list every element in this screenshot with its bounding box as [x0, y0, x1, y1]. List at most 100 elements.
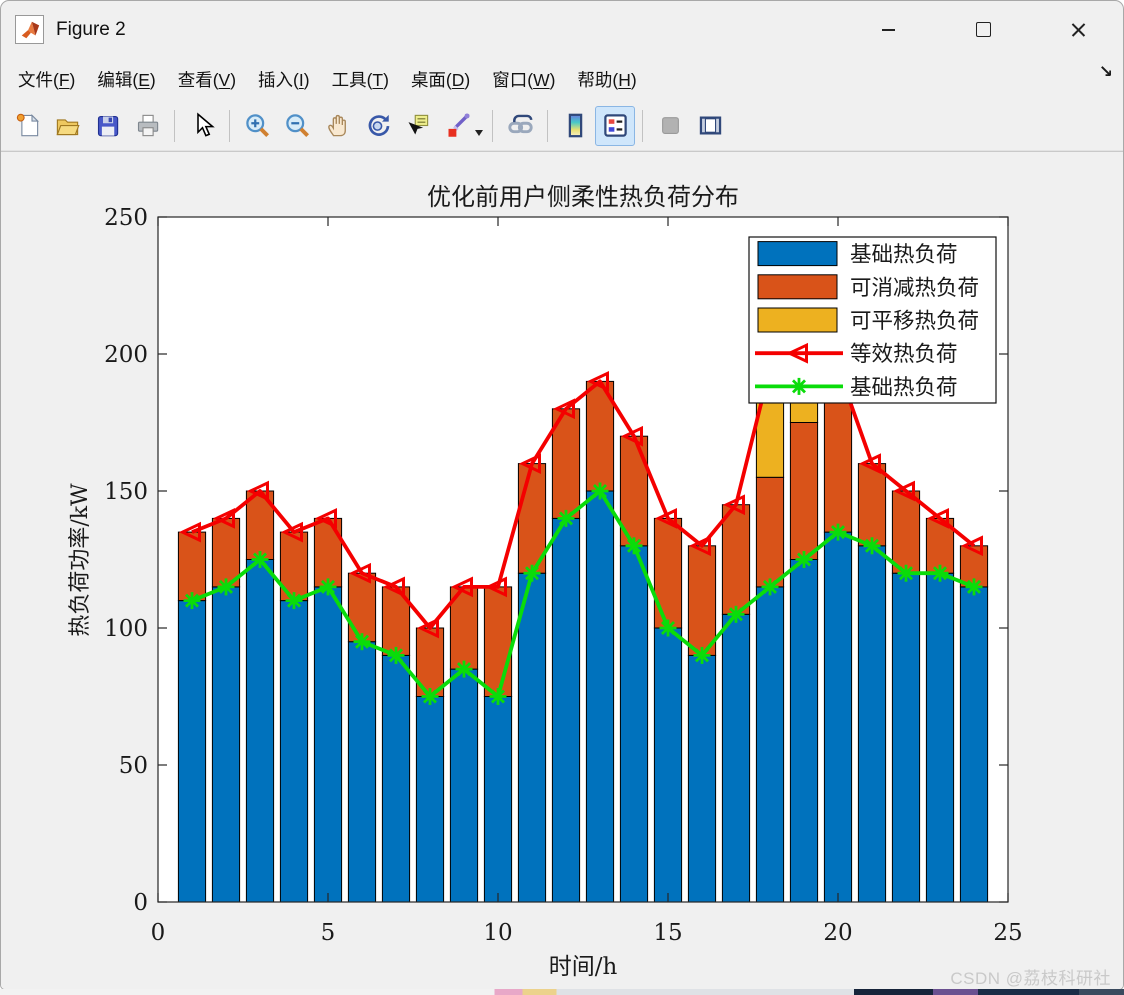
y-tick-label: 150 — [104, 479, 148, 505]
triangle-left-marker — [620, 425, 643, 447]
rotate-3d-icon — [368, 114, 389, 136]
y-tick-label: 100 — [104, 616, 148, 642]
x-axis-label: 时间/h — [549, 954, 618, 980]
menu-item-file[interactable]: 文件(F) — [18, 69, 76, 90]
asterisk-marker — [219, 579, 233, 594]
matlab-logo-icon — [15, 15, 44, 44]
toolbar-separator — [642, 109, 643, 142]
bar-segment — [687, 545, 717, 656]
open-file-icon — [56, 119, 80, 136]
bar-segment — [959, 586, 989, 903]
asterisk-marker — [457, 662, 471, 677]
print-figure-icon — [137, 114, 158, 137]
bar-segment — [857, 545, 887, 903]
hide-plot-tools-button — [650, 106, 690, 146]
asterisk-marker — [933, 566, 947, 581]
triangle-left-marker — [518, 453, 541, 474]
triangle-left-marker — [450, 576, 473, 598]
save-figure-button[interactable] — [87, 106, 127, 146]
asterisk-marker — [967, 579, 981, 594]
bar-segment — [619, 545, 649, 903]
dock-figure-arrow-icon[interactable]: ↘ — [1098, 62, 1113, 81]
pan-hand-button[interactable] — [317, 106, 357, 146]
x-tick-label: 15 — [653, 920, 682, 946]
triangle-left-marker — [416, 617, 439, 639]
open-file-button[interactable] — [47, 106, 87, 146]
menu-item-help[interactable]: 帮助(H) — [577, 69, 637, 90]
bar-segment — [721, 613, 751, 903]
pointer-icon — [196, 112, 215, 137]
zoom-out-button[interactable] — [277, 106, 317, 146]
close-button[interactable] — [1055, 10, 1101, 50]
bar-segment — [857, 463, 887, 547]
insert-legend-button[interactable] — [595, 105, 635, 146]
rotate-3d-button[interactable] — [357, 106, 397, 146]
triangle-left-marker — [722, 494, 745, 516]
asterisk-marker — [593, 484, 607, 498]
show-plot-tools-icon — [699, 116, 721, 135]
maximize-icon — [975, 22, 991, 37]
menu-item-window[interactable]: 窗口(W) — [492, 69, 556, 90]
menubar: 文件(F) 编辑(E) 查看(V) 插入(I) 工具(T) 桌面(D) 窗口(W) 帮助(H)… — [1, 58, 1123, 100]
asterisk-marker — [559, 511, 573, 526]
bar-segment — [449, 668, 479, 903]
zoom-out-icon — [285, 114, 309, 138]
y-axis-label: 热负荷功率/kW — [68, 483, 93, 637]
asterisk-marker — [865, 538, 879, 553]
legend-label: 可平移热负荷 — [850, 309, 979, 334]
asterisk-marker — [899, 566, 913, 581]
triangle-left-marker — [178, 521, 201, 543]
pan-hand-icon — [327, 114, 346, 137]
legend-swatch — [757, 274, 838, 300]
new-figure-icon — [16, 113, 39, 137]
triangle-left-marker — [484, 576, 507, 598]
minimize-button[interactable] — [865, 10, 911, 50]
bar-segment — [789, 559, 819, 903]
bar-segment — [347, 572, 377, 643]
bar-segment — [585, 490, 615, 903]
bar-segment — [313, 517, 343, 588]
bar-segment — [585, 380, 615, 492]
print-figure-button[interactable] — [127, 106, 167, 146]
new-figure-button[interactable] — [7, 106, 47, 146]
asterisk-marker — [389, 648, 403, 663]
data-cursor-button[interactable] — [397, 106, 437, 146]
bar-segment — [177, 600, 207, 903]
menu-item-insert[interactable]: 插入(I) — [258, 69, 310, 90]
menu-item-desktop[interactable]: 桌面(D) — [410, 69, 471, 90]
bar-segment — [891, 572, 921, 903]
triangle-left-marker — [280, 521, 303, 543]
pointer-button[interactable] — [182, 106, 222, 146]
y-tick-label: 50 — [119, 753, 148, 779]
insert-colorbar-icon — [568, 113, 582, 138]
watermark: CSDN @荔枝科研社 — [950, 969, 1111, 988]
menu-item-view[interactable]: 查看(V) — [177, 69, 237, 90]
brush-dropdown-caret[interactable] — [475, 129, 483, 136]
bar-segment — [517, 463, 547, 574]
asterisk-marker — [792, 379, 806, 394]
menu-item-edit[interactable]: 编辑(E) — [97, 69, 156, 90]
y-tick-label: 0 — [133, 890, 148, 916]
zoom-in-button[interactable] — [237, 106, 277, 146]
minimize-icon — [881, 28, 895, 31]
save-figure-icon — [97, 115, 118, 137]
insert-colorbar-button[interactable] — [555, 106, 595, 146]
bar-segment — [653, 627, 683, 903]
show-plot-tools-button[interactable] — [690, 106, 730, 146]
bar-segment — [755, 586, 785, 903]
link-plots-button[interactable] — [500, 106, 540, 146]
asterisk-marker — [491, 689, 505, 704]
window-title: Figure 2 — [56, 18, 126, 40]
insert-legend-icon — [603, 114, 627, 137]
menu-item-tools[interactable]: 工具(T) — [331, 69, 389, 90]
brush-button[interactable] — [437, 106, 477, 146]
bar-segment — [279, 600, 309, 903]
maximize-button[interactable] — [960, 10, 1006, 50]
asterisk-marker — [287, 593, 301, 608]
bar-segment — [245, 559, 275, 903]
asterisk-marker — [321, 579, 335, 594]
x-tick-label: 5 — [321, 920, 336, 946]
x-tick-label: 10 — [483, 920, 512, 946]
